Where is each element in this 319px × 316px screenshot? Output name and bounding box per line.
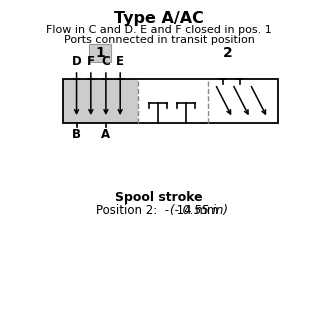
Text: Spool stroke: Spool stroke — [115, 191, 203, 204]
Text: A: A — [101, 128, 110, 141]
Bar — [63, 79, 138, 123]
Text: C: C — [101, 55, 110, 68]
Text: Type A/AC: Type A/AC — [114, 11, 204, 26]
Text: Flow in C and D. E and F closed in pos. 1: Flow in C and D. E and F closed in pos. … — [46, 25, 272, 35]
Text: E: E — [116, 55, 124, 68]
Text: 2: 2 — [223, 46, 233, 60]
Text: B: B — [72, 128, 81, 141]
Bar — [89, 44, 111, 62]
Text: (- 0.55 in): (- 0.55 in) — [170, 204, 228, 217]
Text: 1: 1 — [95, 46, 105, 60]
Text: Position 2:  -  14 mm: Position 2: - 14 mm — [96, 204, 222, 217]
Text: Ports connected in transit position: Ports connected in transit position — [63, 35, 255, 45]
Text: F: F — [87, 55, 95, 68]
Text: D: D — [72, 55, 81, 68]
Bar — [63, 79, 278, 123]
